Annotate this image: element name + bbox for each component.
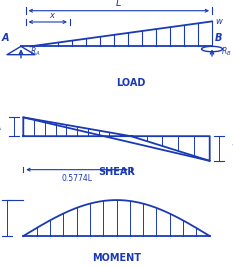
Polygon shape (131, 136, 210, 161)
Text: 0.5774L: 0.5774L (62, 174, 93, 183)
Text: $V_B$: $V_B$ (231, 142, 233, 155)
Polygon shape (23, 117, 131, 136)
Text: x: x (49, 11, 54, 19)
Text: L: L (116, 0, 122, 8)
Text: MOMENT: MOMENT (92, 253, 141, 263)
Text: SHEAR: SHEAR (98, 167, 135, 177)
Text: $V_A$: $V_A$ (0, 120, 2, 133)
Text: LOAD: LOAD (116, 78, 145, 88)
Text: w: w (216, 17, 223, 26)
Text: B: B (214, 33, 222, 43)
Text: A: A (2, 33, 9, 43)
Text: $R_A$: $R_A$ (30, 45, 41, 58)
Text: $R_B$: $R_B$ (221, 46, 232, 58)
